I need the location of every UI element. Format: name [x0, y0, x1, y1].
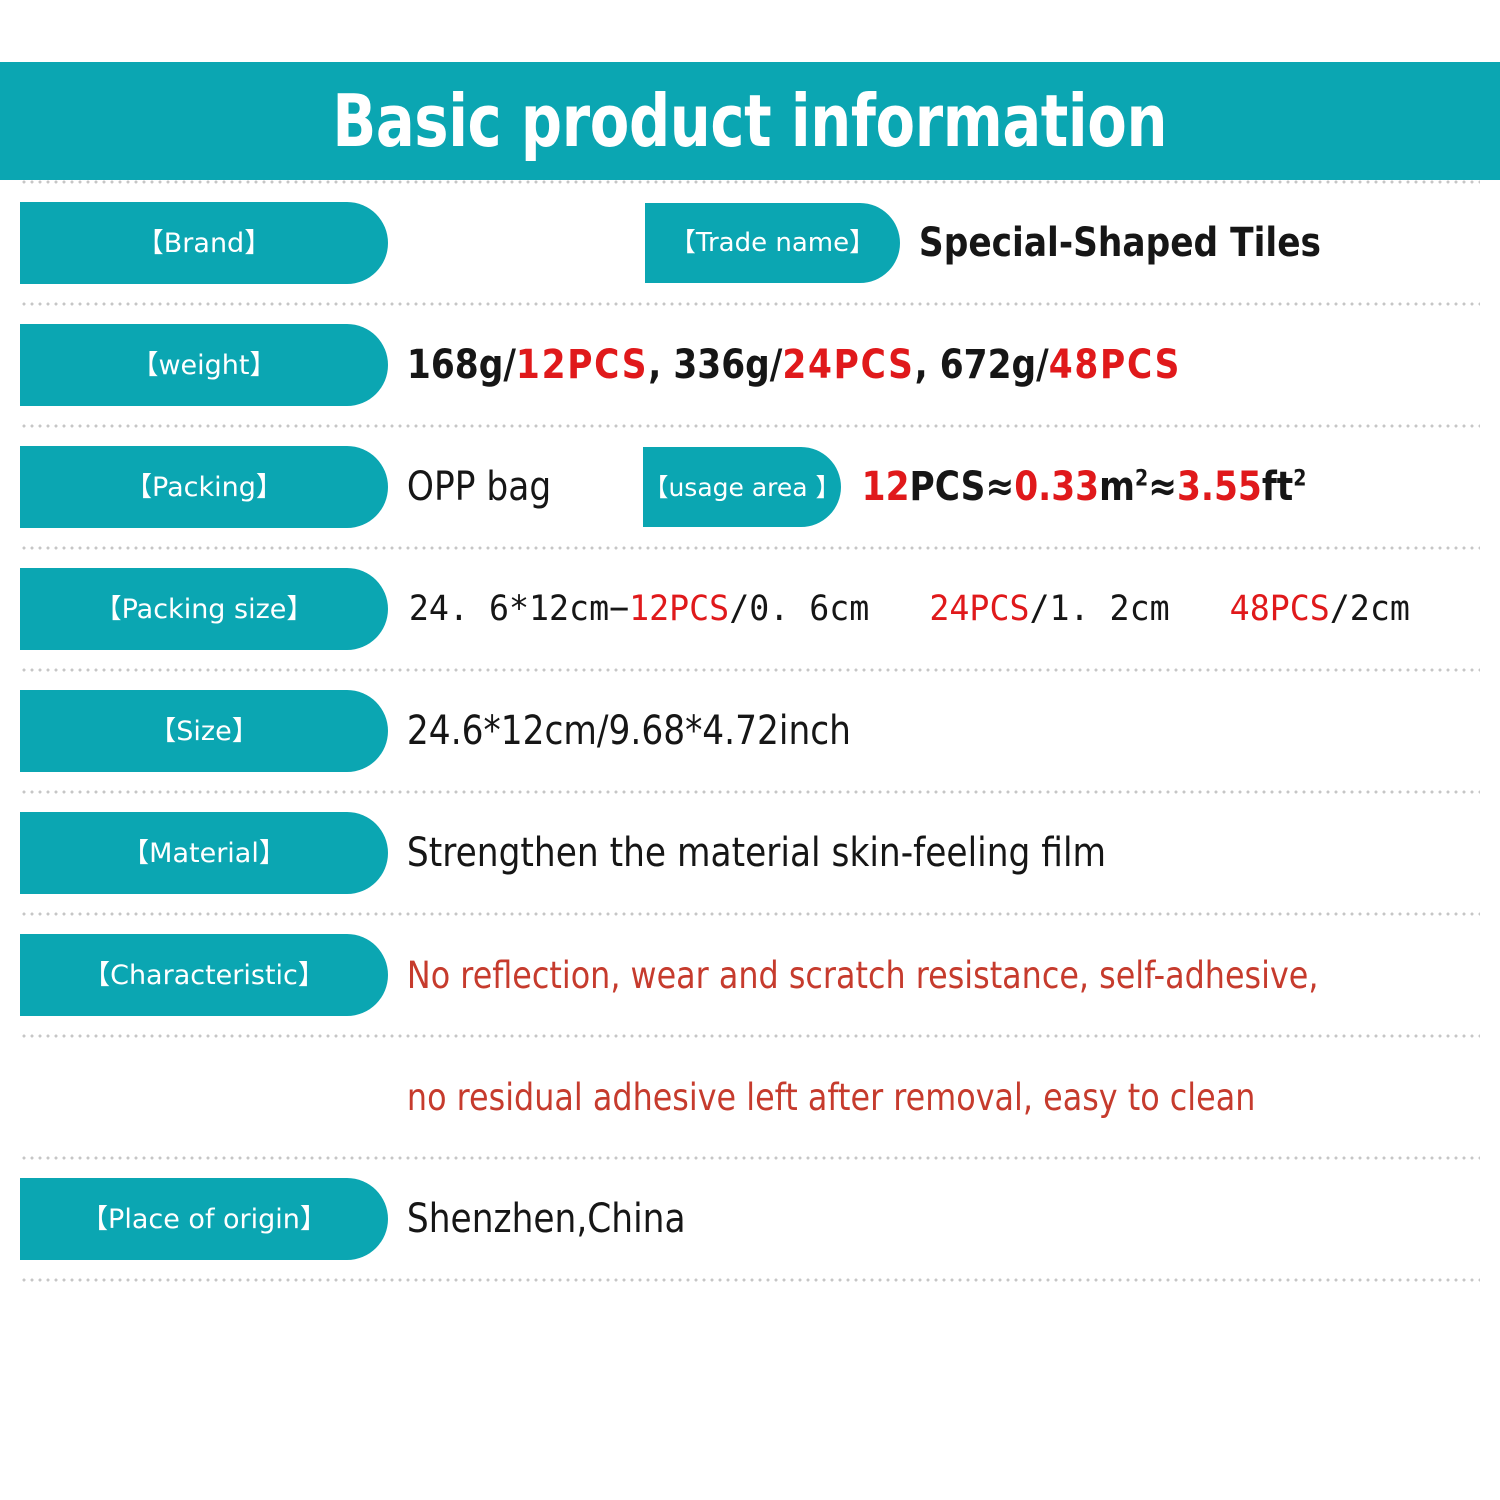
table-row-packing: 【Packing】 OPP bag 【usage area 】 12PCS≈0.…: [0, 428, 1500, 546]
usage-qty: 12: [861, 464, 910, 510]
usage-approx: ≈: [1148, 464, 1177, 510]
label-packing: 【Packing】: [20, 446, 388, 528]
table-row-size: 【Size】 24.6*12cm/9.68*4.72inch: [0, 672, 1500, 790]
value-material: Strengthen the material skin-feeling fil…: [406, 830, 1107, 876]
row-separator: [20, 546, 1480, 550]
table-row-characteristic: 【Characteristic】 No reflection, wear and…: [0, 916, 1500, 1034]
packing-size-pcs-3: 48PCS: [1229, 588, 1330, 629]
table-row-place-of-origin: 【Place of origin】 Shenzhen,China: [0, 1160, 1500, 1278]
label-characteristic: 【Characteristic】: [20, 934, 388, 1016]
table-row-weight: 【weight】 168g/12PCS, 336g/24PCS, 672g/48…: [0, 306, 1500, 424]
label-weight: 【weight】: [20, 324, 388, 406]
row-separator: [20, 912, 1480, 916]
weight-pcs-2: 24PCS: [782, 342, 915, 388]
packing-size-thk-2: /1. 2cm: [1029, 588, 1170, 629]
table-row-characteristic-cont: no residual adhesive left after removal,…: [0, 1038, 1500, 1156]
value-usage-area: 12PCS≈0.33m2≈3.55ft2: [841, 464, 1307, 510]
weight-pcs-1: 12PCS: [515, 342, 649, 388]
weight-sep-2: ,: [914, 342, 940, 388]
label-place-of-origin: 【Place of origin】: [20, 1178, 388, 1260]
label-usage-area: 【usage area 】: [643, 447, 841, 527]
weight-part-3: 672g/: [939, 342, 1049, 388]
weight-part-1: 168g/: [406, 342, 516, 388]
packing-size-pcs-1: 12PCS: [629, 588, 730, 629]
usage-m2-unit: m: [1099, 464, 1135, 510]
row-separator: [20, 1156, 1480, 1160]
value-weight: 168g/12PCS, 336g/24PCS, 672g/48PCS: [388, 345, 1181, 385]
value-packing-size: 24. 6*12cm−12PCS/0. 6cm 24PCS/1. 2cm 48P…: [388, 588, 1410, 629]
usage-pcs: PCS≈: [909, 464, 1015, 510]
row-separator: [20, 302, 1480, 306]
row-separator: [20, 668, 1480, 672]
table-row-packing-size: 【Packing size】 24. 6*12cm−12PCS/0. 6cm 2…: [0, 550, 1500, 668]
usage-m2-exponent: 2: [1134, 466, 1149, 492]
header-banner: Basic product information: [0, 62, 1500, 180]
packing-size-base: 24. 6*12cm−: [408, 588, 630, 629]
value-characteristic-line-2: no residual adhesive left after removal,…: [406, 1075, 1256, 1119]
label-brand: 【Brand】: [20, 202, 388, 284]
usage-ft-value: 3.55: [1176, 464, 1262, 510]
usage-ft-exponent: 2: [1293, 466, 1307, 492]
weight-sep-1: ,: [648, 342, 674, 388]
table-row-brand: 【Brand】 【Trade name】 Special-Shaped Tile…: [0, 184, 1500, 302]
weight-pcs-3: 48PCS: [1048, 342, 1182, 388]
row-separator: [20, 1278, 1480, 1282]
packing-size-thk-3: /2cm: [1329, 588, 1410, 629]
info-rows: 【Brand】 【Trade name】 Special-Shaped Tile…: [0, 180, 1500, 1282]
label-trade-name: 【Trade name】: [645, 203, 900, 283]
usage-m2-value: 0.33: [1014, 464, 1100, 510]
page-title: Basic product information: [332, 79, 1168, 163]
value-trade-name: Special-Shaped Tiles: [918, 220, 1322, 266]
label-size: 【Size】: [20, 690, 388, 772]
label-packing-size: 【Packing size】: [20, 568, 388, 650]
usage-ft-unit: ft: [1261, 464, 1294, 510]
row-separator: [20, 180, 1480, 184]
value-size: 24.6*12cm/9.68*4.72inch: [406, 708, 851, 754]
value-characteristic-line-1: No reflection, wear and scratch resistan…: [406, 953, 1319, 997]
row-separator: [20, 1034, 1480, 1038]
packing-size-pcs-2: 24PCS: [929, 588, 1030, 629]
label-material: 【Material】: [20, 812, 388, 894]
row-separator: [20, 424, 1480, 428]
weight-part-2: 336g/: [673, 342, 783, 388]
value-place-of-origin: Shenzhen,China: [406, 1196, 686, 1242]
value-packing: OPP bag: [406, 464, 552, 510]
table-row-material: 【Material】 Strengthen the material skin-…: [0, 794, 1500, 912]
packing-size-thk-1: /0. 6cm: [729, 588, 870, 629]
row-separator: [20, 790, 1480, 794]
